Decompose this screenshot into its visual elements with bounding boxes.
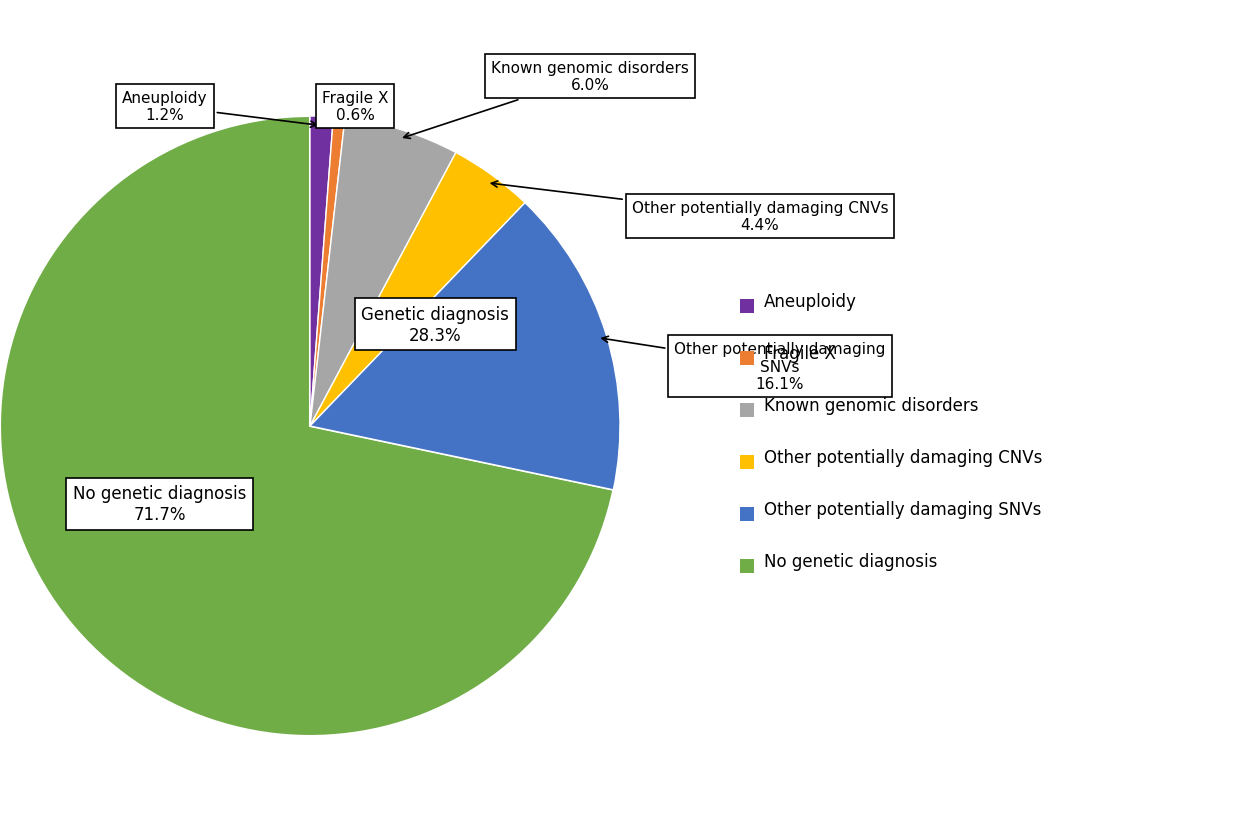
Text: Other potentially damaging
SNVs
16.1%: Other potentially damaging SNVs 16.1%	[602, 337, 886, 391]
Wedge shape	[310, 117, 333, 426]
Wedge shape	[310, 153, 525, 426]
Wedge shape	[310, 119, 456, 426]
Text: Known genomic disorders
6.0%: Known genomic disorders 6.0%	[404, 61, 689, 140]
Text: No genetic diagnosis: No genetic diagnosis	[764, 553, 937, 570]
Text: Aneuploidy
1.2%: Aneuploidy 1.2%	[122, 90, 317, 128]
Bar	[740, 299, 755, 314]
Bar	[740, 352, 755, 365]
Wedge shape	[310, 117, 620, 490]
Text: Known genomic disorders: Known genomic disorders	[764, 396, 978, 415]
Bar	[740, 559, 755, 573]
Wedge shape	[0, 117, 613, 737]
Bar	[740, 507, 755, 522]
Wedge shape	[310, 203, 620, 490]
Wedge shape	[310, 118, 346, 426]
Bar	[740, 456, 755, 470]
Text: Aneuploidy: Aneuploidy	[764, 293, 856, 311]
Text: Fragile X
0.6%: Fragile X 0.6%	[322, 90, 388, 124]
Text: Fragile X: Fragile X	[764, 344, 835, 363]
Text: Other potentially damaging SNVs: Other potentially damaging SNVs	[764, 501, 1042, 518]
Text: No genetic diagnosis
71.7%: No genetic diagnosis 71.7%	[73, 485, 246, 523]
Text: Other potentially damaging CNVs: Other potentially damaging CNVs	[764, 448, 1043, 466]
Bar	[740, 404, 755, 417]
Text: Genetic diagnosis
28.3%: Genetic diagnosis 28.3%	[362, 306, 510, 344]
Text: Other potentially damaging CNVs
4.4%: Other potentially damaging CNVs 4.4%	[491, 181, 889, 233]
